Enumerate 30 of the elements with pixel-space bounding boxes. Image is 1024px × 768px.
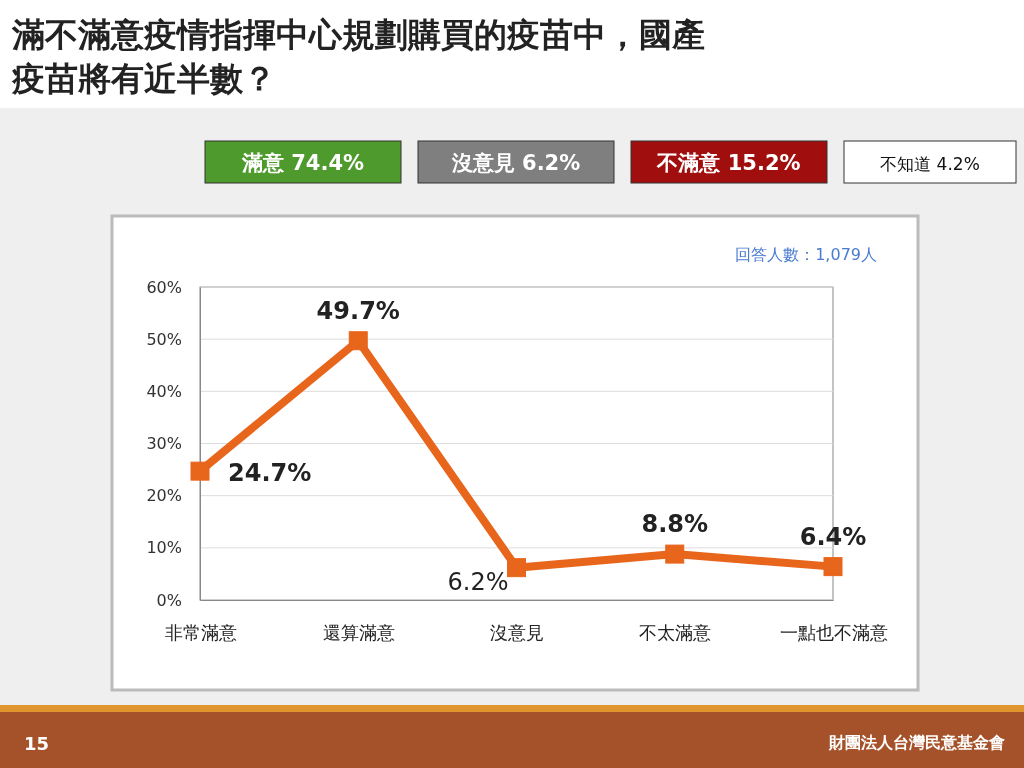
- data-label: 6.4%: [799, 522, 867, 551]
- x-tick-label: 還算滿意: [322, 621, 395, 643]
- x-tick-label: 沒意見: [490, 621, 544, 643]
- data-label: 24.7%: [228, 459, 312, 488]
- point: [507, 558, 526, 578]
- chart-title: 滿不滿意疫情指揮中心規劃購買的疫苗中，國產疫苗將有近半數？: [11, 15, 705, 98]
- text: 不滿意 15.2%: [656, 151, 801, 175]
- text: 沒意見 6.2%: [450, 151, 581, 175]
- text: 財團法人台灣民意基金會: [828, 733, 1005, 752]
- text: 滿意 74.4%: [240, 151, 365, 175]
- point: [665, 544, 685, 564]
- text: 15: [24, 733, 50, 754]
- y-tick-label: 0%: [156, 590, 182, 610]
- point: [190, 461, 210, 481]
- x-tick-label: 一點也不滿意: [779, 621, 888, 643]
- text: 不知道 4.2%: [880, 154, 980, 174]
- text: 回答人數：1,079人: [735, 245, 877, 264]
- y-tick-label: 20%: [146, 486, 182, 506]
- x-tick-label: 非常滿意: [164, 621, 237, 643]
- y-tick-label: 30%: [146, 434, 182, 454]
- y-tick-label: 40%: [146, 381, 182, 401]
- point: [823, 557, 843, 577]
- point: [348, 331, 368, 351]
- data-label: 49.7%: [316, 296, 400, 325]
- data-label: 6.2%: [447, 567, 509, 596]
- y-tick-label: 10%: [146, 538, 182, 558]
- y-tick-label: 50%: [146, 329, 182, 349]
- x-tick-label: 不太滿意: [639, 621, 712, 643]
- y-tick-label: 60%: [146, 277, 182, 297]
- data-label: 8.8%: [641, 510, 709, 539]
